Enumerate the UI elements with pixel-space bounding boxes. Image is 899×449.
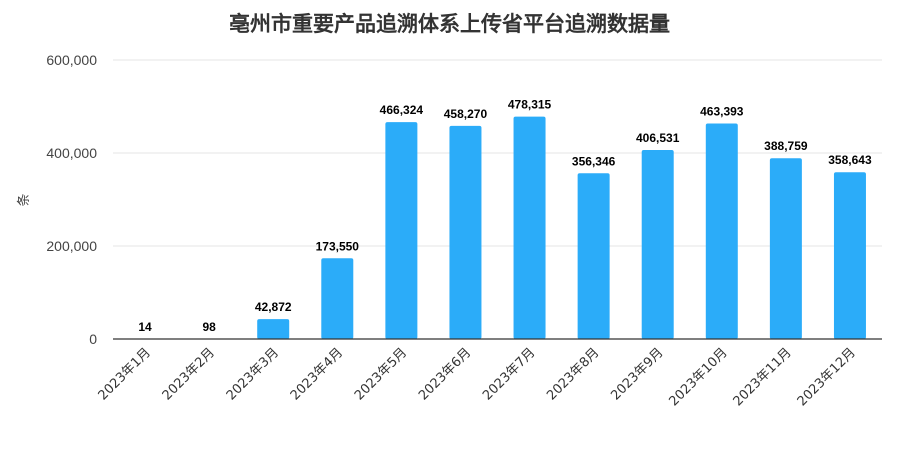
data-label: 463,393 xyxy=(700,105,744,119)
data-label: 358,643 xyxy=(828,153,872,167)
data-label: 14 xyxy=(138,320,152,334)
y-tick-label: 0 xyxy=(89,331,97,347)
data-label: 388,759 xyxy=(764,139,808,153)
x-tick-label: 2023年3月 xyxy=(224,345,282,403)
x-tick-label: 2023年2月 xyxy=(160,345,218,403)
y-axis-title: 条 xyxy=(16,193,32,206)
x-tick-label: 2023年12月 xyxy=(795,345,859,409)
x-tick-label: 2023年1月 xyxy=(96,345,154,403)
x-tick-label: 2023年4月 xyxy=(288,345,346,403)
bar xyxy=(577,173,610,339)
bar xyxy=(833,172,866,339)
x-tick-label: 2023年7月 xyxy=(480,345,538,403)
bar xyxy=(705,123,738,340)
bar xyxy=(257,319,290,339)
data-label: 458,270 xyxy=(444,107,488,121)
bar xyxy=(513,116,546,339)
y-tick-label: 200,000 xyxy=(46,238,97,254)
data-label: 98 xyxy=(202,320,216,334)
x-tick-label: 2023年9月 xyxy=(608,345,666,403)
y-tick-label: 400,000 xyxy=(46,145,97,161)
bar xyxy=(449,125,482,339)
bar xyxy=(385,122,418,340)
x-tick-label: 2023年5月 xyxy=(352,345,410,403)
bar xyxy=(769,158,802,339)
chart-title: 亳州市重要产品追溯体系上传省平台追溯数据量 xyxy=(229,12,670,36)
data-label: 478,315 xyxy=(508,98,552,112)
x-tick-label: 2023年11月 xyxy=(731,345,795,409)
bar xyxy=(321,258,354,339)
x-tick-label: 2023年6月 xyxy=(416,345,474,403)
data-label: 466,324 xyxy=(380,103,424,117)
data-label: 42,872 xyxy=(255,300,292,314)
bar xyxy=(641,149,674,339)
x-tick-label: 2023年8月 xyxy=(544,345,602,403)
data-label: 173,550 xyxy=(316,239,360,253)
x-tick-label: 2023年10月 xyxy=(667,345,731,409)
data-label: 356,346 xyxy=(572,154,616,168)
data-label: 406,531 xyxy=(636,131,680,145)
y-tick-label: 600,000 xyxy=(46,52,97,68)
